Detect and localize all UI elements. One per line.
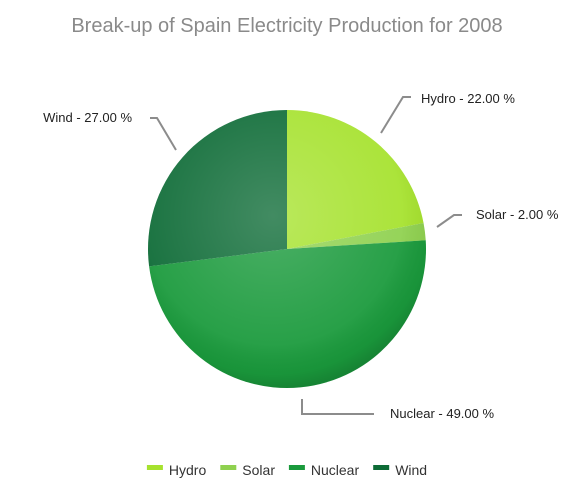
leader-line-hydro xyxy=(380,96,411,134)
pie-slices xyxy=(148,110,427,389)
pie-slice-nuclear[interactable] xyxy=(149,240,427,389)
legend-label-nuclear: Nuclear xyxy=(311,462,360,478)
legend-item-nuclear[interactable]: Nuclear xyxy=(288,462,360,478)
data-label-hydro: Hydro - 22.00 % xyxy=(421,91,515,106)
leader-line-solar xyxy=(436,214,462,228)
legend-item-wind[interactable]: Wind xyxy=(373,462,427,478)
data-label-nuclear: Nuclear - 49.00 % xyxy=(390,406,494,421)
data-label-solar: Solar - 2.00 % xyxy=(476,207,559,222)
legend-swatch-nuclear xyxy=(288,465,305,470)
chart-title: Break-up of Spain Electricity Production… xyxy=(71,15,502,37)
leader-lines xyxy=(150,96,462,415)
leader-line-wind xyxy=(150,117,177,151)
legend-label-solar: Solar xyxy=(242,462,275,478)
legend-swatch-solar xyxy=(220,465,237,470)
legend-swatch-wind xyxy=(373,465,390,470)
pie-slice-wind[interactable] xyxy=(148,110,287,267)
leader-line-nuclear xyxy=(301,399,374,415)
legend-item-solar[interactable]: Solar xyxy=(220,462,275,478)
legend-item-hydro[interactable]: Hydro xyxy=(146,462,207,478)
legend-label-wind: Wind xyxy=(395,462,427,478)
data-label-wind: Wind - 27.00 % xyxy=(43,110,132,125)
legend-label-hydro: Hydro xyxy=(169,462,207,478)
legend: Hydro Solar Nuclear Wind xyxy=(146,462,427,478)
legend-swatch-hydro xyxy=(146,465,163,470)
data-labels: Hydro - 22.00 % Solar - 2.00 % Nuclear - 4… xyxy=(43,91,559,421)
